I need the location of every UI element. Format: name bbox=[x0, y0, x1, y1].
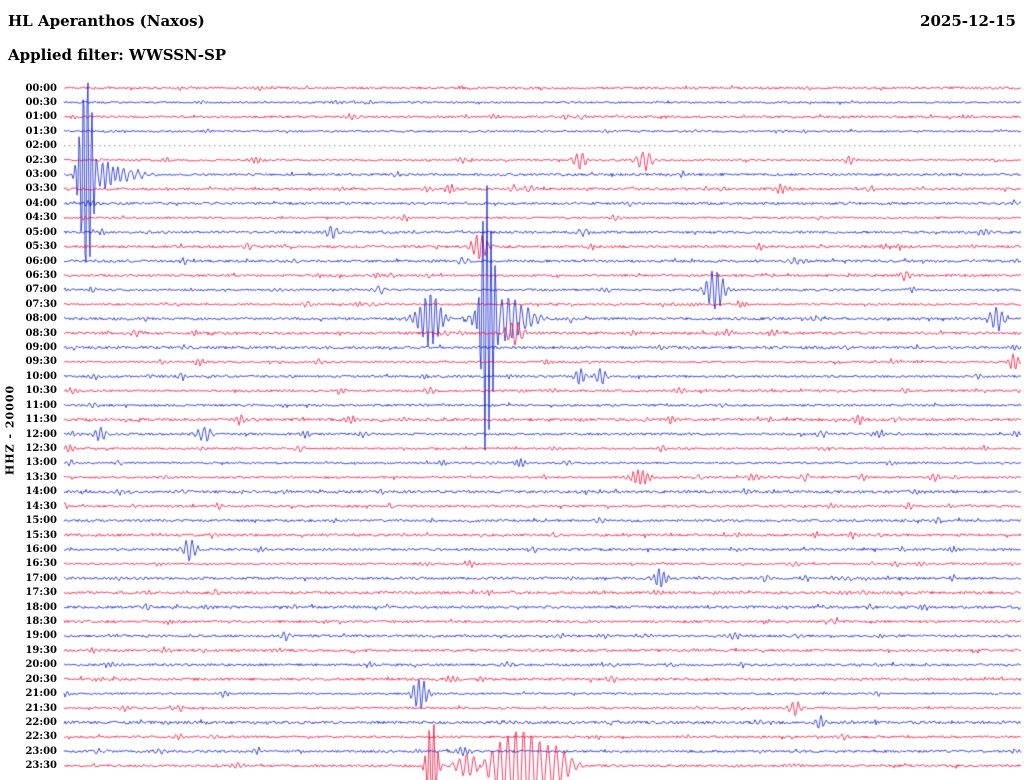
time-label: 09:00 bbox=[25, 342, 57, 354]
time-label: 18:00 bbox=[25, 601, 57, 613]
time-label: 00:30 bbox=[25, 96, 57, 108]
time-label: 09:30 bbox=[25, 356, 57, 368]
time-label: 03:30 bbox=[25, 183, 57, 195]
time-label: 12:30 bbox=[25, 443, 57, 454]
time-label: 21:30 bbox=[25, 702, 57, 714]
time-label: 07:30 bbox=[25, 298, 57, 310]
time-label: 22:30 bbox=[25, 731, 57, 743]
time-label: 23:30 bbox=[25, 760, 57, 772]
time-label: 06:00 bbox=[25, 255, 57, 267]
time-label: 16:30 bbox=[25, 558, 57, 570]
time-label: 07:00 bbox=[25, 284, 57, 296]
time-label: 02:00 bbox=[25, 140, 57, 152]
time-label: 01:00 bbox=[25, 111, 57, 123]
time-label: 11:30 bbox=[25, 414, 57, 426]
time-label: 19:30 bbox=[25, 644, 57, 656]
filter-label: Applied filter: WWSSN-SP bbox=[8, 46, 227, 64]
time-label: 11:00 bbox=[25, 399, 57, 411]
time-label: 08:30 bbox=[25, 327, 57, 339]
time-label: 13:00 bbox=[25, 457, 57, 469]
time-label: 22:00 bbox=[25, 716, 57, 728]
station-title: HL Aperanthos (Naxos) bbox=[8, 12, 205, 30]
time-axis: 00:00 00:30 01:00 01:30 02:00 02:30 03:00 03:30… bbox=[0, 0, 60, 780]
time-label: 15:30 bbox=[25, 529, 57, 541]
time-label: 08:00 bbox=[25, 313, 57, 325]
time-label: 00:00 bbox=[25, 82, 57, 94]
time-label: 13:30 bbox=[25, 471, 57, 483]
time-label: 14:30 bbox=[25, 500, 57, 512]
time-label: 03:00 bbox=[25, 169, 57, 181]
time-label: 19:00 bbox=[25, 630, 57, 642]
time-label: 04:00 bbox=[25, 197, 57, 209]
time-label: 05:00 bbox=[25, 226, 57, 238]
time-label: 10:30 bbox=[25, 385, 57, 397]
time-label: 17:30 bbox=[25, 587, 57, 599]
date-label: 2025-12-15 bbox=[920, 12, 1016, 30]
time-label: 20:30 bbox=[25, 673, 57, 685]
time-label: 20:00 bbox=[25, 659, 57, 671]
time-label: 04:30 bbox=[25, 212, 57, 224]
time-label: 01:30 bbox=[25, 125, 57, 137]
time-label: 21:00 bbox=[25, 688, 57, 700]
time-label: 23:00 bbox=[25, 745, 57, 757]
time-label: 06:30 bbox=[25, 269, 57, 281]
time-label: 10:00 bbox=[25, 370, 57, 382]
time-label: 05:30 bbox=[25, 241, 57, 253]
time-label: 02:30 bbox=[25, 154, 57, 166]
time-label: 14:00 bbox=[25, 486, 57, 498]
time-label: 17:00 bbox=[25, 572, 57, 584]
time-label: 18:30 bbox=[25, 616, 57, 628]
time-label: 16:00 bbox=[25, 543, 57, 555]
time-label: 12:00 bbox=[25, 428, 57, 440]
time-label: 15:00 bbox=[25, 515, 57, 527]
